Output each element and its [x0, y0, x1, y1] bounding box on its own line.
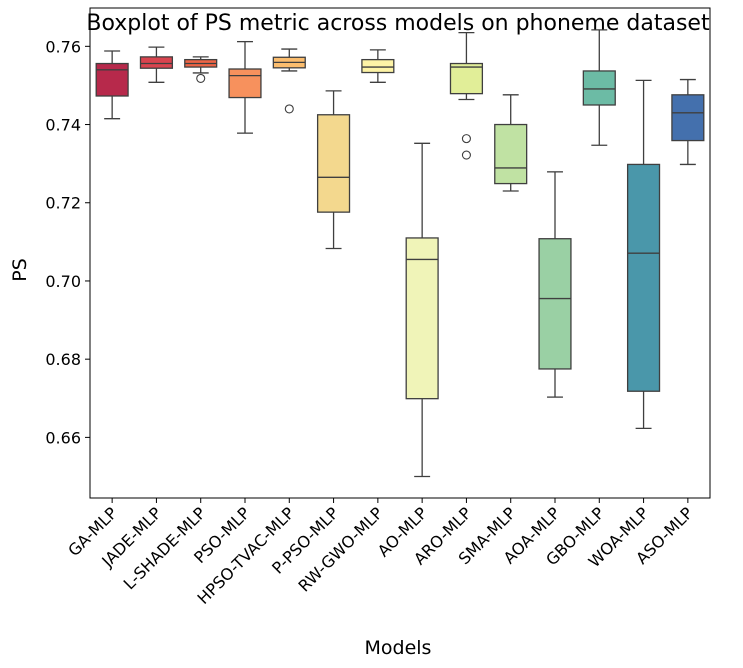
box-group [671, 78, 705, 166]
flier-point [461, 134, 471, 144]
box [405, 237, 439, 400]
flier-point [196, 73, 206, 83]
box [582, 70, 616, 106]
box [139, 56, 174, 69]
flier-point [461, 150, 471, 160]
box-group [449, 31, 484, 160]
box [494, 123, 528, 185]
x-axis: GA-MLPJADE-MLPL-SHADE-MLPPSO-MLPHPSO-TVA… [64, 498, 697, 608]
box [626, 163, 661, 392]
box-group [139, 46, 174, 83]
box-group [405, 142, 439, 478]
y-tick-label: 0.74 [45, 116, 81, 135]
flier-point [284, 104, 294, 114]
y-axis-title: PS [9, 258, 31, 282]
box-group [95, 50, 129, 120]
box [361, 58, 395, 74]
x-axis-title: Models [365, 637, 432, 659]
y-tick-label: 0.76 [45, 37, 81, 56]
box-group [626, 79, 661, 430]
box [538, 238, 572, 370]
box-group [272, 48, 306, 114]
box [316, 114, 351, 213]
y-tick-label: 0.72 [45, 194, 81, 213]
box-group [582, 29, 616, 146]
box-group [228, 40, 262, 134]
box [95, 62, 129, 97]
box-group [316, 90, 351, 250]
box-group [361, 49, 395, 83]
box-group [538, 171, 572, 398]
box-group [184, 56, 218, 83]
box [228, 68, 262, 99]
box-group [494, 94, 528, 192]
boxes-layer [95, 29, 705, 478]
y-axis: 0.66 0.68 0.70 0.72 0.74 0.76 [45, 37, 90, 447]
y-tick-label: 0.66 [45, 428, 81, 447]
box [671, 94, 705, 142]
plot-area-frame [89, 7, 711, 499]
y-tick-label: 0.68 [45, 350, 81, 369]
box [449, 62, 484, 95]
y-tick-label: 0.70 [45, 272, 81, 291]
chart-title: Boxplot of PS metric across models on ph… [86, 11, 710, 36]
